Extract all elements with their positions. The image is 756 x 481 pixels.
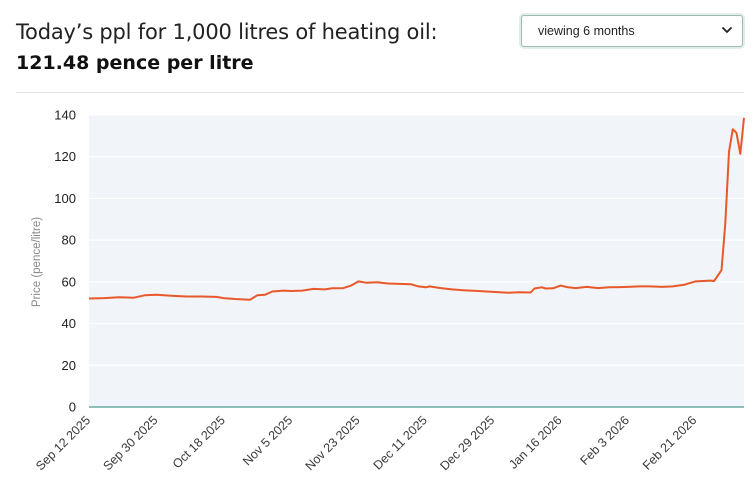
x-tick-label: Jan 16 2026 <box>506 413 565 472</box>
y-axis: 0 20 40 60 80 100 120 140 <box>54 108 76 415</box>
divider <box>16 92 744 93</box>
y-tick-label: 60 <box>62 274 76 289</box>
x-tick-label: Dec 29 2025 <box>437 413 497 473</box>
period-select-value: viewing 6 months <box>538 24 635 38</box>
y-tick-label: 20 <box>62 358 76 373</box>
x-tick-label: Oct 18 2025 <box>170 413 228 471</box>
x-tick-label: Feb 21 2026 <box>640 413 700 473</box>
period-select[interactable]: viewing 6 months <box>521 15 743 47</box>
x-tick-label: Nov 5 2025 <box>240 413 295 468</box>
x-tick-label: Feb 3 2026 <box>577 413 632 468</box>
plot-area <box>89 115 744 407</box>
price-chart: 0 20 40 60 80 100 120 140 Sep 12 2025 Sep 30 202… <box>31 108 745 473</box>
y-tick-label: 40 <box>62 316 76 331</box>
x-axis: Sep 12 2025 Sep 30 2025 Oct 18 2025 Nov 5 2… <box>33 413 699 473</box>
grid-lines <box>89 114 744 366</box>
x-tick-label: Sep 12 2025 <box>33 413 93 473</box>
y-tick-label: 120 <box>54 149 76 164</box>
chevron-down-icon <box>722 27 732 33</box>
x-tick-label: Sep 30 2025 <box>100 413 160 473</box>
y-tick-label: 140 <box>54 108 76 123</box>
x-tick-label: Dec 11 2025 <box>371 413 430 472</box>
y-tick-label: 0 <box>69 400 76 415</box>
heading: Today’s ppl for 1,000 litres of heating … <box>16 18 496 78</box>
x-tick-label: Nov 23 2025 <box>303 413 363 473</box>
y-tick-label: 100 <box>54 191 76 206</box>
y-axis-label: Price (pence/litre) <box>31 217 43 307</box>
current-price: 121.48 pence per litre <box>16 52 254 74</box>
series-line <box>88 117 745 301</box>
page-title: Today’s ppl for 1,000 litres of heating … <box>16 20 438 44</box>
y-tick-label: 80 <box>62 233 76 248</box>
